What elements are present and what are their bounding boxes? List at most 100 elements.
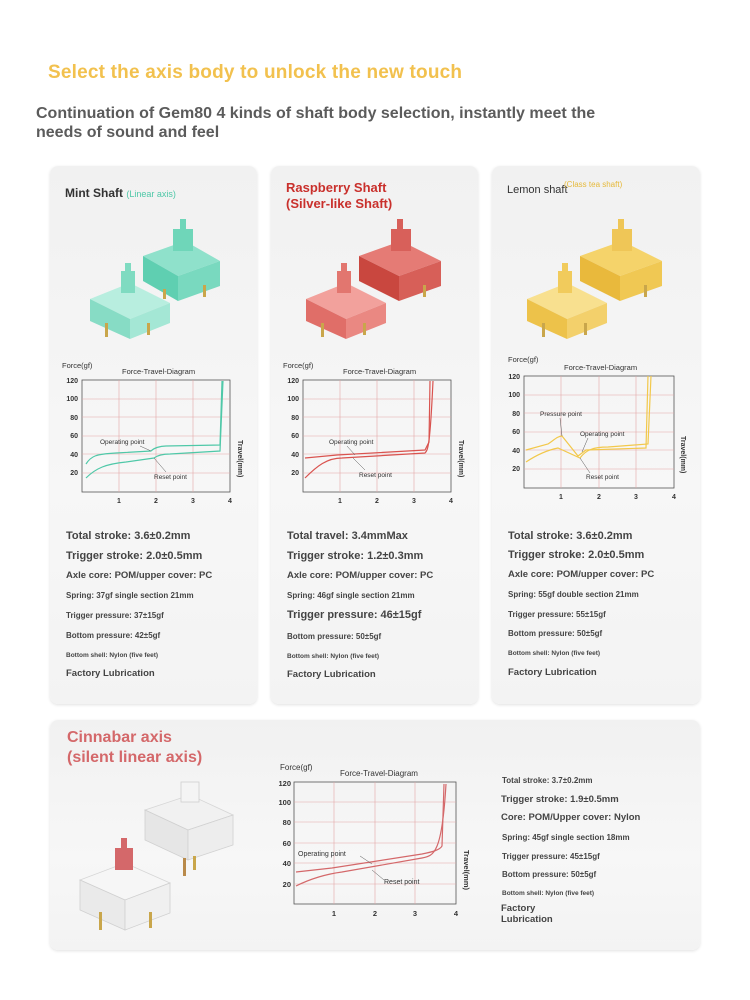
spec-total-stroke: Total stroke: 3.7±0.2mm <box>502 776 593 785</box>
card-title: Raspberry Shaft (Silver-like Shaft) <box>286 180 393 211</box>
y-tick-label: 80 <box>512 411 520 418</box>
x-tick-labels: 1 2 3 4 <box>338 498 453 505</box>
force-travel-chart: Force(gf) Force-Travel-Diagram 120 100 8… <box>278 763 471 918</box>
spec-spring: Spring: 45gf single section 18mm <box>502 833 630 842</box>
reset-point-label: Reset point <box>586 474 619 481</box>
y-tick-label: 120 <box>278 779 291 788</box>
release-curve <box>304 380 434 479</box>
chart-grid <box>303 380 451 492</box>
spec-trigger-pressure: Trigger pressure: 55±15gf <box>508 610 606 619</box>
x-tick-label: 4 <box>454 909 459 918</box>
y-tick-label: 20 <box>70 470 78 477</box>
annotation-line <box>346 445 356 456</box>
operating-point-label: Operating point <box>329 439 374 446</box>
y-tick-labels: 120 100 80 60 40 20 <box>66 378 78 477</box>
release-curve <box>85 380 224 479</box>
press-curve <box>85 380 223 465</box>
reset-point-label: Reset point <box>384 879 419 886</box>
x-tick-label: 2 <box>375 498 379 505</box>
annotation-line <box>579 457 591 474</box>
page-subtitle: Continuation of Gem80 4 kinds of shaft b… <box>36 105 596 141</box>
y-tick-label: 80 <box>283 818 291 827</box>
x-tick-label: 4 <box>228 498 232 505</box>
switch-front <box>527 263 607 339</box>
y-tick-label: 100 <box>66 396 78 403</box>
y-tick-label: 100 <box>508 392 520 399</box>
switch-front <box>306 263 386 339</box>
annotation-line <box>352 457 366 471</box>
x-tick-label: 3 <box>412 498 416 505</box>
lemon-shaft-card: Lemon shaft (Class tea shaft) Force(gf) … <box>492 166 700 704</box>
spec-lubrication: Factory Lubrication <box>66 668 155 679</box>
switch-back <box>580 219 662 301</box>
y-tick-label: 60 <box>512 429 520 436</box>
spec-bottom-pressure: Bottom pressure: 50±5gf <box>502 870 597 879</box>
spec-trigger-stroke: Trigger stroke: 1.9±0.5mm <box>501 794 619 805</box>
raspberry-shaft-card: Raspberry Shaft (Silver-like Shaft) Forc… <box>271 166 478 704</box>
spec-spring: Spring: 37gf single section 21mm <box>66 591 194 600</box>
spec-axle-core: Axle core: POM/upper cover: PC <box>287 570 434 581</box>
chart-grid <box>294 782 456 904</box>
card-title: Mint Shaft (Linear axis) <box>65 186 176 200</box>
spec-trigger-pressure: Trigger pressure: 46±15gf <box>287 609 422 621</box>
chart-title: Force-Travel-Diagram <box>564 363 637 372</box>
y-tick-labels: 120 100 80 60 40 20 <box>287 378 299 477</box>
x-tick-labels: 1 2 3 4 <box>117 498 232 505</box>
force-travel-chart: Force(gf) Force-Travel-Diagram 120 100 8… <box>283 361 464 505</box>
y-tick-label: 40 <box>512 448 520 455</box>
annotation-line <box>359 855 373 865</box>
operating-point-label: Operating point <box>100 439 145 446</box>
cinnabar-axis-card: Cinnabar axis (silent linear axis) Force… <box>50 720 700 950</box>
spec-trigger-pressure: Trigger pressure: 45±15gf <box>502 852 600 861</box>
switch-back <box>143 219 220 301</box>
release-curve <box>525 375 652 463</box>
y-tick-label: 80 <box>291 415 299 422</box>
spec-spring: Spring: 46gf single section 21mm <box>287 591 415 600</box>
spec-bottom-shell: Bottom shell: Nylon (five feet) <box>508 650 601 657</box>
force-travel-chart: Force(gf) Force-Travel-Diagram 120 100 8… <box>508 355 686 501</box>
annotation-line <box>153 457 167 473</box>
chart-title: Force-Travel-Diagram <box>122 367 195 376</box>
spec-bottom-pressure: Bottom pressure: 50±5gf <box>508 629 603 638</box>
spec-bottom-pressure: Bottom pressure: 50±5gf <box>287 632 382 641</box>
card-subtitle: (Linear axis) <box>126 189 176 199</box>
spec-trigger-stroke: Trigger stroke: 1.2±0.3mm <box>287 550 424 562</box>
chart-xlabel: Travel(mm) <box>462 850 471 891</box>
spec-total-stroke: Total stroke: 3.6±0.2mm <box>508 530 633 542</box>
spec-spring: Spring: 55gf double section 21mm <box>508 590 639 599</box>
chart-ylabel: Force(gf) <box>283 361 314 370</box>
spec-axle-core: Axle core: POM/upper cover: PC <box>508 569 655 580</box>
spec-lubrication: Factory Lubrication <box>508 667 597 678</box>
spec-axle-core: Axle core: POM/upper cover: PC <box>66 570 213 581</box>
y-tick-label: 80 <box>70 415 78 422</box>
spec-total-travel: Total travel: 3.4mmMax <box>287 530 408 542</box>
switch-front <box>90 263 170 339</box>
x-tick-label: 3 <box>191 498 195 505</box>
x-tick-label: 1 <box>559 494 563 501</box>
press-curve <box>525 375 649 457</box>
y-tick-label: 20 <box>291 470 299 477</box>
spec-bottom-shell: Bottom shell: Nylon (five feet) <box>66 652 159 659</box>
card-title: Lemon shaft <box>507 184 568 196</box>
card-title: Cinnabar axis (silent linear axis) <box>67 729 203 766</box>
y-tick-label: 40 <box>70 452 78 459</box>
switch-back <box>359 219 441 301</box>
y-tick-label: 120 <box>287 378 299 385</box>
mint-switch-image <box>90 219 220 339</box>
y-tick-label: 60 <box>291 433 299 440</box>
y-tick-label: 40 <box>291 452 299 459</box>
x-tick-labels: 1 2 3 4 <box>332 909 459 918</box>
spec-lubrication: Factory Lubrication <box>287 669 376 680</box>
x-tick-label: 3 <box>634 494 638 501</box>
spec-core: Core: POM/Upper cover: Nylon <box>501 812 641 823</box>
annotation-line <box>371 869 385 881</box>
spec-trigger-stroke: Trigger stroke: 2.0±0.5mm <box>508 549 645 561</box>
y-tick-label: 20 <box>512 466 520 473</box>
y-tick-label: 120 <box>508 374 520 381</box>
mint-shaft-card: Mint Shaft (Linear axis) Force(gf) Force… <box>50 166 257 704</box>
x-tick-label: 4 <box>449 498 453 505</box>
x-tick-label: 2 <box>597 494 601 501</box>
x-tick-label: 2 <box>154 498 158 505</box>
x-tick-label: 3 <box>413 909 417 918</box>
operating-point-label: Operating point <box>298 851 346 858</box>
